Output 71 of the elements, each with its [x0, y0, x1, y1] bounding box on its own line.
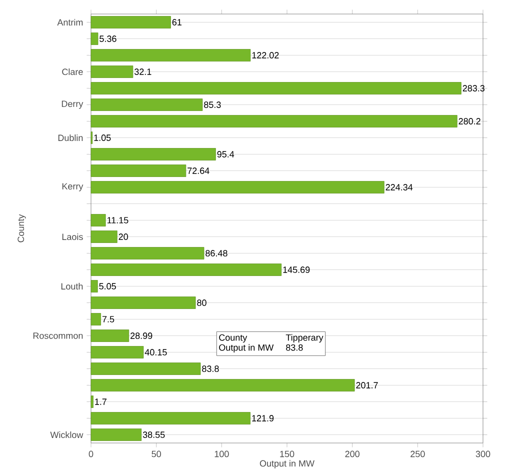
- data-label: 95.4: [217, 151, 234, 158]
- bar: [90, 214, 106, 226]
- bar: [90, 181, 384, 194]
- bar: [90, 379, 355, 392]
- annotation: 83.8: [286, 344, 303, 351]
- bar: [90, 362, 201, 375]
- bar: [90, 330, 130, 342]
- y-tick-label: Kerry: [62, 183, 84, 192]
- data-label: 280.2: [458, 118, 480, 124]
- annotation: Output in MW: [219, 344, 274, 353]
- data-label: 83.8: [202, 366, 219, 372]
- bar: [90, 66, 134, 78]
- bar: [90, 49, 251, 62]
- data-label: 85.3: [204, 102, 221, 108]
- data-label: 40.15: [144, 349, 167, 356]
- x-tick-label: 250: [410, 450, 425, 458]
- data-label: 283.3: [462, 85, 484, 92]
- x-tick-label: 50: [152, 450, 161, 458]
- x-tick-label: 200: [345, 450, 360, 458]
- y-tick-label: Wicklow: [50, 431, 84, 438]
- bar: [90, 412, 250, 424]
- data-label: 11.15: [107, 217, 128, 224]
- data-label: 80: [197, 300, 206, 306]
- data-label: 5.05: [99, 283, 116, 290]
- bar: [90, 313, 101, 326]
- y-tick-label: Derry: [62, 100, 84, 109]
- data-label: 5.36: [100, 36, 116, 42]
- x-tick-label: 300: [476, 450, 490, 458]
- x-tick-label: 150: [280, 450, 294, 458]
- x-axis-title: Output in MW: [260, 460, 314, 468]
- data-label: 86.48: [206, 250, 228, 256]
- bar: [90, 82, 462, 94]
- data-label: 1.7: [95, 398, 106, 405]
- data-label: 61: [172, 19, 182, 26]
- data-label: 1.05: [94, 134, 111, 141]
- bar: [90, 115, 458, 128]
- bar: [90, 230, 118, 243]
- x-tick-label: 100: [214, 450, 229, 458]
- data-label: 122.02: [252, 52, 279, 58]
- annotation: Tipperary: [286, 334, 324, 343]
- bar: [90, 396, 94, 408]
- x-tick-label: 0: [88, 450, 94, 458]
- data-label: 121.9: [252, 415, 274, 422]
- data-label: 38.55: [142, 432, 165, 438]
- data-label: 72.64: [188, 168, 210, 174]
- bar: [90, 296, 196, 309]
- bar: [90, 32, 98, 45]
- data-label: 201.7: [356, 382, 378, 388]
- bar: [90, 98, 203, 111]
- bar: [90, 164, 186, 177]
- bar: [90, 16, 171, 28]
- y-tick-label: Clare: [62, 68, 83, 76]
- y-tick-label: Roscommon: [33, 332, 83, 339]
- y-axis-title: County: [18, 214, 26, 242]
- bar: [90, 280, 98, 292]
- data-label: 224.34: [386, 184, 413, 190]
- y-tick-label: Louth: [61, 282, 83, 290]
- y-tick-label: Antrim: [57, 18, 83, 26]
- bar: [90, 247, 204, 260]
- bar: [90, 148, 216, 160]
- data-label: 32.1: [134, 68, 152, 75]
- bar: [90, 428, 142, 441]
- bar: [90, 264, 282, 276]
- data-label: 28.99: [130, 332, 152, 339]
- y-tick-label: Dublin: [58, 134, 83, 142]
- y-tick-label: Laois: [62, 233, 83, 240]
- data-label: 145.69: [283, 266, 310, 273]
- data-label: 7.5: [102, 316, 114, 322]
- data-label: 20: [118, 234, 128, 240]
- bar: [90, 346, 144, 358]
- annotation: County: [219, 334, 248, 343]
